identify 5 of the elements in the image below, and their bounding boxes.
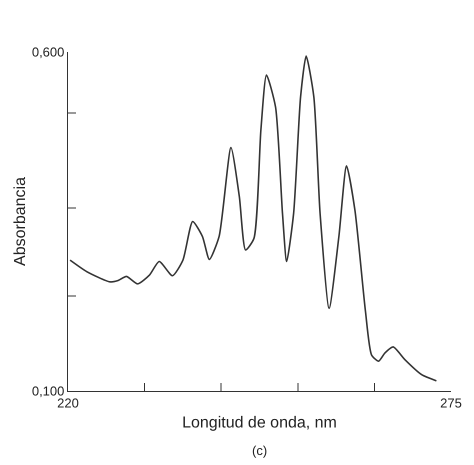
x-tick-label: 275 — [440, 396, 462, 411]
y-tick-label: 0,600 — [32, 44, 64, 60]
y-axis-title: Absorbancia — [12, 176, 29, 266]
x-axis-title: Longitud de onda, nm — [182, 414, 337, 432]
text: (c) — [252, 443, 268, 458]
